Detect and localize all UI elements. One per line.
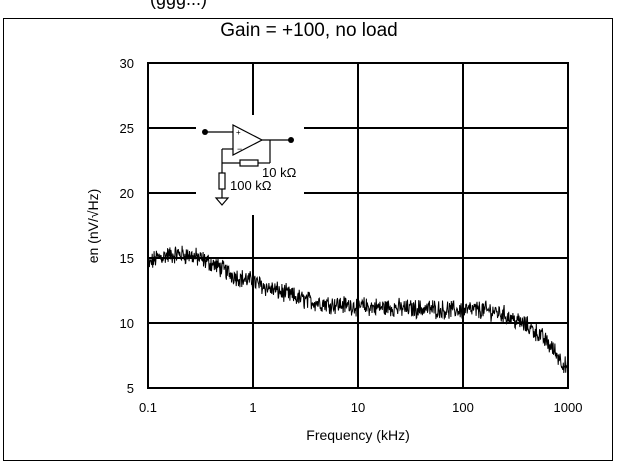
y-axis-label: en (nV/√Hz): [85, 189, 101, 264]
y-tick-label: 20: [120, 186, 134, 201]
y-tick-labels: 5 10 15 20 25 30: [120, 56, 134, 396]
x-tick-label: 100: [452, 400, 474, 415]
feedback-resistor: [239, 159, 259, 167]
ground-resistor-label: 100 kΩ: [230, 178, 272, 193]
circuit-inset: + − 10 kΩ 100 kΩ: [196, 115, 304, 215]
y-tick-label: 5: [127, 381, 134, 396]
y-tick-label: 25: [120, 121, 134, 136]
y-tick-label: 10: [120, 316, 134, 331]
x-axis-label: Frequency (kHz): [306, 427, 409, 443]
x-tick-labels: 0.1 1 10 100 1000: [139, 400, 583, 415]
feedback-resistor-label: 10 kΩ: [262, 165, 297, 180]
ground-resistor: [218, 172, 226, 190]
chart-title: Gain = +100, no load: [220, 20, 398, 41]
y-tick-label: 15: [120, 251, 134, 266]
cropped-page-title: (ggg...): [150, 0, 207, 10]
svg-text:+: +: [236, 128, 241, 137]
x-tick-label: 0.1: [139, 400, 157, 415]
y-tick-label: 30: [120, 56, 134, 71]
x-tick-label: 1000: [554, 400, 583, 415]
noise-series-line: [147, 245, 569, 374]
svg-text:−: −: [237, 144, 242, 154]
chart-frame: [3, 18, 613, 461]
op-amp-symbol: [232, 124, 264, 156]
x-tick-label: 10: [351, 400, 365, 415]
ground-symbol: [214, 197, 230, 206]
x-tick-label: 1: [249, 400, 256, 415]
